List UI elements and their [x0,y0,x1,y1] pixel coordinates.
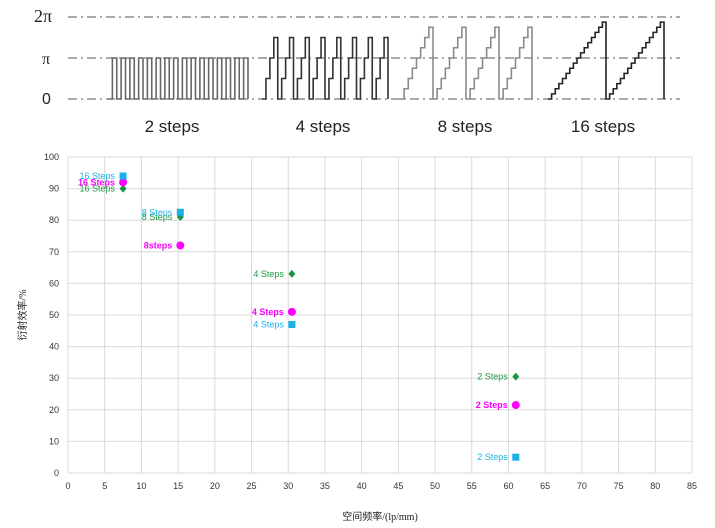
data-label: 4 Steps [253,319,284,329]
data-point-diamond [119,184,127,193]
x-tick-label: 45 [393,481,403,491]
data-label: 16 Steps [80,171,116,181]
data-point-diamond [288,269,296,278]
data-label: 8 Steps [142,212,173,222]
y-label-zero: 0 [42,91,51,108]
data-label: 2 Steps [476,400,508,410]
data-label: 4 Steps [253,269,284,279]
x-tick-label: 50 [430,481,440,491]
x-tick-label: 65 [540,481,550,491]
y-tick-label: 100 [44,152,59,162]
y-tick-label: 90 [49,184,59,194]
panel-label-16-steps: 16 steps [571,117,635,136]
phase-profile-panel: 2π π 0 2 steps 4 steps 8 steps 16 steps [34,6,680,136]
data-point-circle [287,307,296,316]
data-point-circle [511,401,520,410]
data-label: 8steps [144,240,173,250]
y-label-pi: π [42,51,50,68]
x-tick-label: 15 [173,481,183,491]
data-marks: 16 Steps 8 Steps 4 Steps 2 Steps 16 Steps 8st… [78,171,520,462]
y-axis-title: 衍射效率/% [16,289,29,340]
data-label: 8 Steps [142,207,173,217]
x-tick-label: 60 [503,481,513,491]
y-tick-label: 60 [49,278,59,288]
x-tick-label: 40 [357,481,367,491]
y-tick-label: 70 [49,247,59,257]
x-tick-label: 80 [650,481,660,491]
phase-wave-2-steps [108,57,249,100]
data-point-square [288,320,296,328]
data-point-square [176,208,184,216]
x-tick-label: 85 [687,481,697,491]
y-tick-label: 10 [49,436,59,446]
axis-tick-labels: 0 10 20 30 40 50 60 70 80 90 100 0 5 10 15 20 25 30 35 40 45… [44,152,697,491]
data-label: 16 Steps [80,184,116,194]
y-tick-label: 50 [49,310,59,320]
x-tick-label: 20 [210,481,220,491]
x-tick-label: 10 [136,481,146,491]
y-tick-label: 40 [49,342,59,352]
x-tick-label: 70 [577,481,587,491]
phase-wave-16-steps [548,21,665,100]
data-point-square [119,172,127,180]
x-tick-label: 25 [247,481,257,491]
x-axis-title: 空间频率/(lp/mm) [342,510,418,523]
x-tick-label: 0 [65,481,70,491]
panel-label-2-steps: 2 steps [145,117,200,136]
data-label: 2 Steps [477,372,508,382]
data-point-circle [176,241,185,250]
y-tick-label: 80 [49,215,59,225]
data-point-diamond [512,372,520,381]
panel-label-4-steps: 4 steps [296,117,351,136]
y-tick-label: 0 [54,468,59,478]
data-label: 16 Steps [78,177,115,187]
x-tick-label: 55 [467,481,477,491]
x-tick-label: 35 [320,481,330,491]
data-point-square [512,453,520,461]
panel-label-8-steps: 8 steps [438,117,493,136]
x-tick-label: 5 [102,481,107,491]
chart-grid [67,156,693,474]
y-tick-label: 30 [49,373,59,383]
data-label: 4 Steps [252,307,284,317]
phase-waveforms [108,21,665,100]
y-label-2pi: 2π [34,6,52,26]
x-tick-label: 30 [283,481,293,491]
phase-wave-8-steps [400,26,533,100]
efficiency-scatter-chart: 0 10 20 30 40 50 60 70 80 90 100 0 5 10 15 20 25 30 35 40 45… [16,152,697,523]
phase-wave-4-steps [262,36,389,100]
data-label: 2 Steps [477,452,508,462]
y-tick-label: 20 [49,405,59,415]
x-tick-label: 75 [614,481,624,491]
data-point-circle [119,178,128,187]
